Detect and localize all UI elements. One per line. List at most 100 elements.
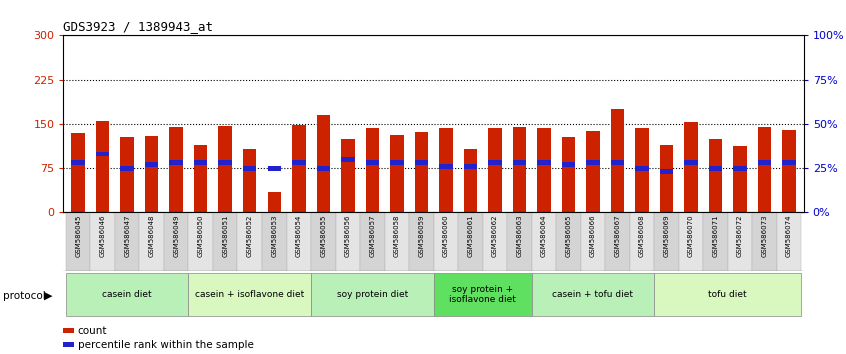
Text: casein diet: casein diet xyxy=(102,290,152,299)
Bar xyxy=(728,212,752,271)
Bar xyxy=(115,212,140,271)
Bar xyxy=(777,212,801,271)
Text: GSM586055: GSM586055 xyxy=(321,214,327,257)
Text: GSM586061: GSM586061 xyxy=(467,214,474,257)
Bar xyxy=(145,136,158,212)
Bar xyxy=(482,212,507,271)
Bar xyxy=(464,149,477,212)
Bar xyxy=(71,160,85,165)
Bar xyxy=(218,126,232,212)
Bar xyxy=(194,144,207,212)
Bar xyxy=(556,212,580,271)
Bar xyxy=(433,212,458,271)
Bar xyxy=(464,164,477,169)
Text: GSM586059: GSM586059 xyxy=(418,214,425,257)
Bar xyxy=(586,131,600,212)
Bar xyxy=(140,212,164,271)
Bar xyxy=(267,166,281,171)
Text: GSM586051: GSM586051 xyxy=(222,214,228,257)
Bar xyxy=(243,149,256,212)
Bar xyxy=(531,274,654,316)
Bar xyxy=(316,166,330,171)
Bar xyxy=(654,212,678,271)
Bar xyxy=(336,212,360,271)
Text: GSM586060: GSM586060 xyxy=(442,214,449,257)
Bar xyxy=(733,146,747,212)
Bar xyxy=(562,162,575,167)
Bar xyxy=(341,139,354,212)
Bar xyxy=(292,160,305,165)
Bar xyxy=(507,212,531,271)
Bar xyxy=(91,212,115,271)
Text: casein + tofu diet: casein + tofu diet xyxy=(552,290,634,299)
Bar xyxy=(660,144,673,212)
Text: GSM586054: GSM586054 xyxy=(296,214,302,257)
Bar xyxy=(360,212,385,271)
Bar xyxy=(71,133,85,212)
Bar xyxy=(531,212,556,271)
Text: GSM586057: GSM586057 xyxy=(370,214,376,257)
Bar xyxy=(194,160,207,165)
Bar xyxy=(439,128,453,212)
Text: GSM586074: GSM586074 xyxy=(786,214,792,257)
Bar xyxy=(164,212,189,271)
Bar xyxy=(709,166,722,171)
Bar xyxy=(733,166,747,171)
Text: GSM586071: GSM586071 xyxy=(712,214,718,257)
Bar xyxy=(684,160,698,165)
Bar xyxy=(513,160,526,165)
Text: GSM586048: GSM586048 xyxy=(149,214,155,257)
Text: GSM586053: GSM586053 xyxy=(272,214,277,257)
Text: GSM586045: GSM586045 xyxy=(75,214,81,257)
Bar xyxy=(654,274,801,316)
Bar xyxy=(415,132,428,212)
Bar xyxy=(341,157,354,162)
Bar xyxy=(390,160,404,165)
Bar xyxy=(635,166,649,171)
Bar xyxy=(611,109,624,212)
Bar xyxy=(120,137,134,212)
Text: GSM586073: GSM586073 xyxy=(761,214,767,257)
Bar xyxy=(238,212,262,271)
Bar xyxy=(580,212,605,271)
Bar xyxy=(262,212,287,271)
Text: tofu diet: tofu diet xyxy=(708,290,747,299)
Bar xyxy=(488,160,502,165)
Bar xyxy=(433,274,531,316)
Bar xyxy=(409,212,433,271)
Bar xyxy=(752,212,777,271)
Bar xyxy=(66,274,189,316)
Bar xyxy=(96,152,109,156)
Bar xyxy=(660,169,673,174)
Bar xyxy=(311,274,433,316)
Bar xyxy=(365,160,379,165)
Text: GSM586049: GSM586049 xyxy=(173,214,179,257)
Bar xyxy=(385,212,409,271)
Text: protocol: protocol xyxy=(3,291,47,301)
Bar xyxy=(537,128,551,212)
Bar xyxy=(513,127,526,212)
Bar xyxy=(169,160,183,165)
Bar xyxy=(709,139,722,212)
Bar xyxy=(189,212,213,271)
Bar xyxy=(586,160,600,165)
Text: GSM586069: GSM586069 xyxy=(663,214,669,257)
Bar xyxy=(783,160,796,165)
Text: GSM586065: GSM586065 xyxy=(565,214,571,257)
Text: ▶: ▶ xyxy=(44,291,52,301)
Bar xyxy=(488,128,502,212)
Bar xyxy=(189,274,311,316)
Bar xyxy=(145,162,158,167)
Bar xyxy=(218,160,232,165)
Text: casein + isoflavone diet: casein + isoflavone diet xyxy=(195,290,305,299)
Bar xyxy=(439,164,453,169)
Bar xyxy=(390,135,404,212)
Bar xyxy=(611,160,624,165)
Text: GSM586056: GSM586056 xyxy=(345,214,351,257)
Bar xyxy=(316,115,330,212)
Bar xyxy=(243,166,256,171)
Text: GSM586066: GSM586066 xyxy=(590,214,596,257)
Bar xyxy=(678,212,703,271)
Text: GSM586058: GSM586058 xyxy=(393,214,400,257)
Bar xyxy=(292,125,305,212)
